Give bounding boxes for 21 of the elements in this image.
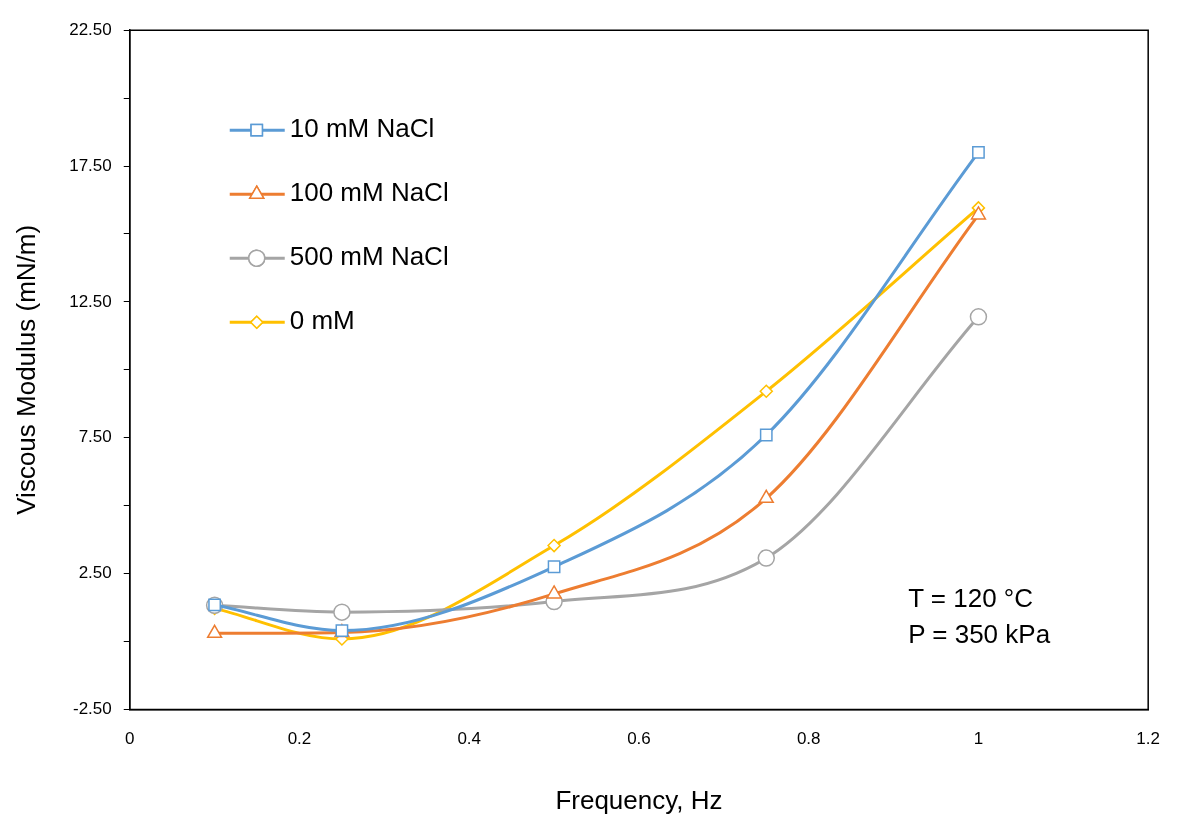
legend-label: 0 mM xyxy=(289,305,355,336)
annotation: T = 120 °C xyxy=(908,582,1034,613)
annotation: P = 350 kPa xyxy=(908,618,1051,649)
x-tick-label: 0.8 xyxy=(796,729,821,749)
x-tick-label: 0.6 xyxy=(627,729,651,749)
y-axis-title: Viscous Modulus (mN/m) xyxy=(10,224,41,515)
x-tick-label: 0.2 xyxy=(287,729,312,749)
y-tick-label: -2.50 xyxy=(72,699,112,719)
y-tick-label: 22.50 xyxy=(69,19,112,39)
y-tick-label: 17.50 xyxy=(69,155,112,175)
x-tick-label: 0 xyxy=(125,729,135,749)
x-tick-label: 1 xyxy=(973,729,984,749)
y-tick-label: 7.50 xyxy=(78,427,112,447)
y-tick-label: 12.50 xyxy=(69,291,112,311)
y-tick-label: 2.50 xyxy=(78,563,112,583)
legend-label: 100 mM NaCl xyxy=(289,177,449,208)
legend-label: 10 mM NaCl xyxy=(289,113,435,144)
x-axis-title: Frequency, Hz xyxy=(555,784,723,815)
legend-label: 500 mM NaCl xyxy=(289,241,449,272)
x-tick-label: 1.2 xyxy=(1136,729,1160,749)
x-tick-label: 0.4 xyxy=(457,729,482,749)
